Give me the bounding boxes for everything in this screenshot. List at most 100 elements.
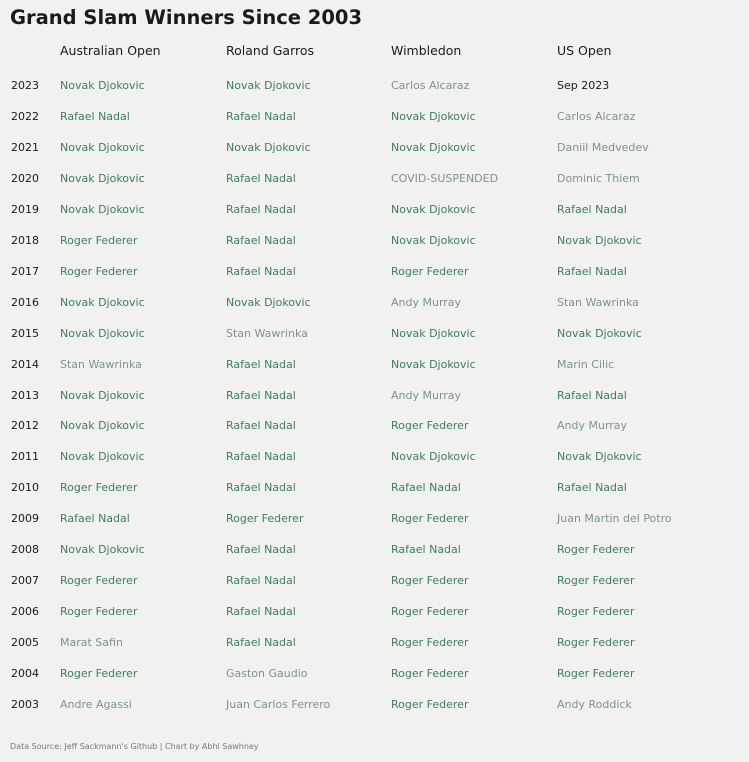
winner-cell: Novak Djokovic xyxy=(226,140,311,154)
table-row: 2005 Marat Safin Rafael Nadal Roger Federer… xyxy=(0,629,749,660)
winner-cell: Rafael Nadal xyxy=(226,481,296,495)
winner-cell: Novak Djokovic xyxy=(60,419,145,433)
winner-cell: Carlos Alcaraz xyxy=(557,110,636,123)
column-header: Australian Open xyxy=(60,43,161,58)
winner-cell: Novak Djokovic xyxy=(60,171,145,185)
year-label: 2004 xyxy=(11,667,39,680)
year-label: 2006 xyxy=(11,605,39,619)
winner-cell: Rafael Nadal xyxy=(226,605,296,619)
table-row: 2003 Andre Agassi Juan Carlos Ferrero Roger… xyxy=(0,691,749,722)
year-label: 2014 xyxy=(11,357,39,371)
table-row: 2012 Novak Djokovic Rafael Nadal Roger Fede… xyxy=(0,412,749,443)
table-row: 2018 Roger Federer Rafael Nadal Novak Djoko… xyxy=(0,227,749,258)
column-header: Roland Garros xyxy=(226,43,315,58)
year-label: 2023 xyxy=(11,79,39,92)
winner-cell: Roger Federer xyxy=(391,512,469,526)
table-row: 2020 Novak Djokovic Rafael Nadal COVID-SUSP… xyxy=(0,165,749,196)
winner-cell: Roger Federer xyxy=(391,636,469,650)
winner-cell: Rafael Nadal xyxy=(226,419,296,433)
table-row: 2023 Novak Djokovic Novak Djokovic Carlos A… xyxy=(0,72,749,103)
winner-cell: Andre Agassi xyxy=(60,698,132,711)
winner-cell: Stan Wawrinka xyxy=(557,295,639,309)
winner-cell: Dominic Thiem xyxy=(557,171,640,185)
table-row: 2006 Roger Federer Rafael Nadal Roger Feder… xyxy=(0,598,749,629)
table-row: 2007 Roger Federer Rafael Nadal Roger Feder… xyxy=(0,567,749,598)
winner-cell: Novak Djokovic xyxy=(226,295,311,309)
year-label: 2015 xyxy=(11,326,39,340)
winner-cell: Rafael Nadal xyxy=(391,481,461,495)
winner-cell: Roger Federer xyxy=(60,605,138,619)
winner-cell: Roger Federer xyxy=(60,574,138,588)
winner-cell: Rafael Nadal xyxy=(226,450,296,464)
winner-cell: Roger Federer xyxy=(391,574,469,588)
winner-cell: Roger Federer xyxy=(391,264,469,278)
winner-cell: Novak Djokovic xyxy=(391,233,476,247)
winner-cell: Roger Federer xyxy=(226,512,304,526)
table-row: 2015 Novak Djokovic Stan Wawrinka Novak Djo… xyxy=(0,320,749,351)
winner-cell: Roger Federer xyxy=(391,605,469,619)
table-row: 2013 Novak Djokovic Rafael Nadal Andy Murra… xyxy=(0,382,749,413)
year-label: 2010 xyxy=(11,481,39,495)
winner-cell: Rafael Nadal xyxy=(226,543,296,557)
winner-cell: Rafael Nadal xyxy=(226,171,296,185)
winner-cell: Rafael Nadal xyxy=(557,202,627,216)
winner-cell: Novak Djokovic xyxy=(60,202,145,216)
year-label: 2005 xyxy=(11,636,39,650)
winner-cell: Novak Djokovic xyxy=(226,79,311,92)
year-label: 2009 xyxy=(11,512,39,526)
winner-cell: Novak Djokovic xyxy=(557,326,642,340)
year-label: 2008 xyxy=(11,543,39,557)
winner-cell: Roger Federer xyxy=(60,233,138,247)
winner-cell: Novak Djokovic xyxy=(391,326,476,340)
table-row: 2022 Rafael Nadal Rafael Nadal Novak Djokov… xyxy=(0,103,749,134)
year-label: 2020 xyxy=(11,171,39,185)
winner-cell: Roger Federer xyxy=(60,264,138,278)
winner-cell: Novak Djokovic xyxy=(60,79,145,92)
winner-cell: Roger Federer xyxy=(557,605,635,619)
column-header: US Open xyxy=(557,43,612,58)
winner-cell: Sep 2023 xyxy=(557,79,610,92)
year-label: 2016 xyxy=(11,295,39,309)
winner-cell: Novak Djokovic xyxy=(391,140,476,154)
table-row: 2008 Novak Djokovic Rafael Nadal Rafael Nad… xyxy=(0,536,749,567)
winner-cell: Roger Federer xyxy=(391,419,469,433)
winner-cell: Rafael Nadal xyxy=(226,110,296,123)
year-label: 2022 xyxy=(11,110,39,123)
winner-cell: Roger Federer xyxy=(60,481,138,495)
winner-cell: Novak Djokovic xyxy=(60,543,145,557)
table-row: 2017 Roger Federer Rafael Nadal Roger Feder… xyxy=(0,258,749,289)
winner-cell: Rafael Nadal xyxy=(226,388,296,402)
winner-cell: Novak Djokovic xyxy=(60,450,145,464)
winner-cell: Novak Djokovic xyxy=(557,233,642,247)
winner-cell: Marin Cilic xyxy=(557,357,615,371)
winner-cell: Rafael Nadal xyxy=(557,388,627,402)
winner-cell: COVID-SUSPENDED xyxy=(391,171,499,185)
winner-cell: Rafael Nadal xyxy=(226,636,296,650)
winner-cell: Novak Djokovic xyxy=(391,110,476,123)
table-row: 2014 Stan Wawrinka Rafael Nadal Novak Djoko… xyxy=(0,351,749,382)
winner-cell: Novak Djokovic xyxy=(60,295,145,309)
year-label: 2007 xyxy=(11,574,39,588)
winner-cell: Rafael Nadal xyxy=(60,512,130,526)
year-label: 2012 xyxy=(11,419,39,433)
data-source-footer: Data Source: Jeff Sackmann's Github | Ch… xyxy=(10,742,259,751)
winner-cell: Andy Murray xyxy=(557,419,628,433)
winner-cell: Novak Djokovic xyxy=(391,357,476,371)
winner-cell: Carlos Alcaraz xyxy=(391,79,470,92)
winner-cell: Rafael Nadal xyxy=(391,543,461,557)
year-label: 2019 xyxy=(11,202,39,216)
winner-cell: Roger Federer xyxy=(557,543,635,557)
winner-cell: Rafael Nadal xyxy=(226,574,296,588)
winner-cell: Stan Wawrinka xyxy=(60,357,142,371)
winner-cell: Andy Murray xyxy=(391,388,462,402)
winner-cell: Novak Djokovic xyxy=(391,450,476,464)
table-row: 2009 Rafael Nadal Roger Federer Roger Feder… xyxy=(0,505,749,536)
table-row: 2010 Roger Federer Rafael Nadal Rafael Nada… xyxy=(0,474,749,505)
table-row: 2019 Novak Djokovic Rafael Nadal Novak Djok… xyxy=(0,196,749,227)
winner-cell: Rafael Nadal xyxy=(557,481,627,495)
table-row: 2011 Novak Djokovic Rafael Nadal Novak Djok… xyxy=(0,443,749,474)
winner-cell: Rafael Nadal xyxy=(60,110,130,123)
year-label: 2018 xyxy=(11,233,39,247)
winner-cell: Daniil Medvedev xyxy=(557,140,649,154)
table-row: 2016 Novak Djokovic Novak Djokovic Andy Mur… xyxy=(0,289,749,320)
